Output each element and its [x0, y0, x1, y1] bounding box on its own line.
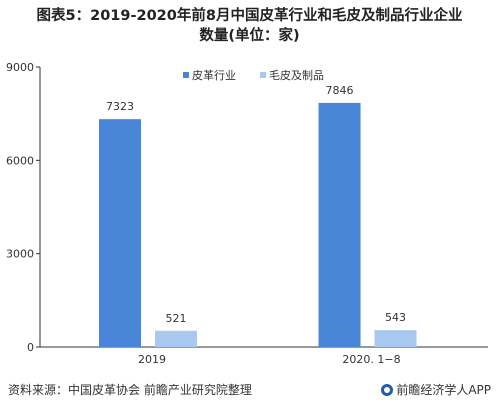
- brand-label: 前瞻经济学人APP: [396, 383, 491, 397]
- legend-label: 皮革行业: [192, 68, 236, 82]
- y-tick-label: 3000: [6, 248, 34, 261]
- x-tick-label: 2020. 1−8: [342, 353, 400, 366]
- y-tick-label: 6000: [6, 154, 34, 167]
- data-label: 7323: [106, 100, 134, 113]
- chart-title: 图表5：2019-2020年前8月中国皮革行业和毛皮及制品行业企业 数量(单位：…: [0, 6, 499, 46]
- legend-label: 毛皮及制品: [269, 69, 324, 82]
- data-label: 7846: [326, 84, 354, 97]
- chart-title-line2: 数量(单位：家): [199, 28, 300, 44]
- y-tick-label: 9000: [6, 61, 34, 74]
- bar: [374, 330, 417, 347]
- legend-swatch: [260, 72, 266, 78]
- x-tick-label: 2019: [138, 353, 166, 366]
- data-label: 521: [166, 312, 187, 325]
- chart-title-line1: 图表5：2019-2020年前8月中国皮革行业和毛皮及制品行业企业: [36, 8, 463, 24]
- legend-swatch: [183, 72, 189, 78]
- source-note: 资料来源：中国皮革协会 前瞻产业研究院整理: [8, 383, 252, 397]
- bar: [99, 119, 141, 347]
- bar: [155, 330, 197, 347]
- data-label: 543: [385, 311, 406, 324]
- brand-mark: 前瞻经济学人APP: [381, 381, 491, 398]
- y-tick-label: 0: [27, 341, 34, 354]
- brand-logo-icon: [381, 383, 394, 396]
- bar: [318, 102, 361, 347]
